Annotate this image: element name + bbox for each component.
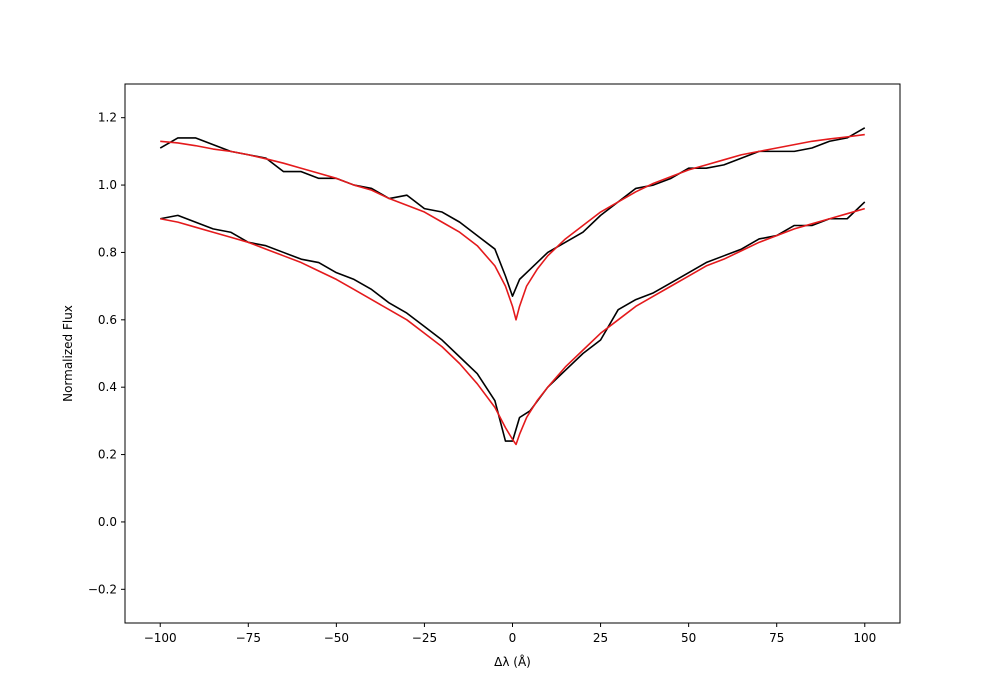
series-line-3-observed [160, 201, 866, 442]
y-axis: −0.2 0.0 0.2 0.4 0.6 0.8 1.0 1.2 [88, 111, 125, 596]
series-line-1-observed [159, 127, 866, 298]
x-tick-label: −50 [324, 631, 349, 645]
y-tick-label: 1.0 [98, 178, 117, 192]
x-tick-label: −25 [412, 631, 437, 645]
y-tick-label: 0.6 [98, 313, 117, 327]
y-tick-label: 0.4 [98, 380, 117, 394]
series-line-4-model [160, 207, 865, 446]
y-tick-label: 0.8 [98, 245, 117, 259]
y-tick-label: 0.0 [98, 515, 117, 529]
x-axis-label: Δλ (Å) [494, 654, 531, 669]
y-axis-label: Normalized Flux [61, 305, 75, 402]
x-tick-label: 25 [593, 631, 608, 645]
series-line-2-model [160, 133, 865, 321]
x-tick-label: 75 [769, 631, 784, 645]
series-layer [159, 127, 866, 446]
y-tick-label: −0.2 [88, 582, 117, 596]
x-tick-label: −100 [144, 631, 177, 645]
x-tick-label: 0 [509, 631, 517, 645]
y-tick-label: 1.2 [98, 111, 117, 125]
x-tick-label: 100 [853, 631, 876, 645]
x-tick-label: −75 [236, 631, 261, 645]
x-axis: −100 −75 −50 −25 0 25 50 75 100 [144, 623, 876, 645]
x-tick-label: 50 [681, 631, 696, 645]
plot-area [125, 84, 900, 623]
y-tick-label: 0.2 [98, 448, 117, 462]
